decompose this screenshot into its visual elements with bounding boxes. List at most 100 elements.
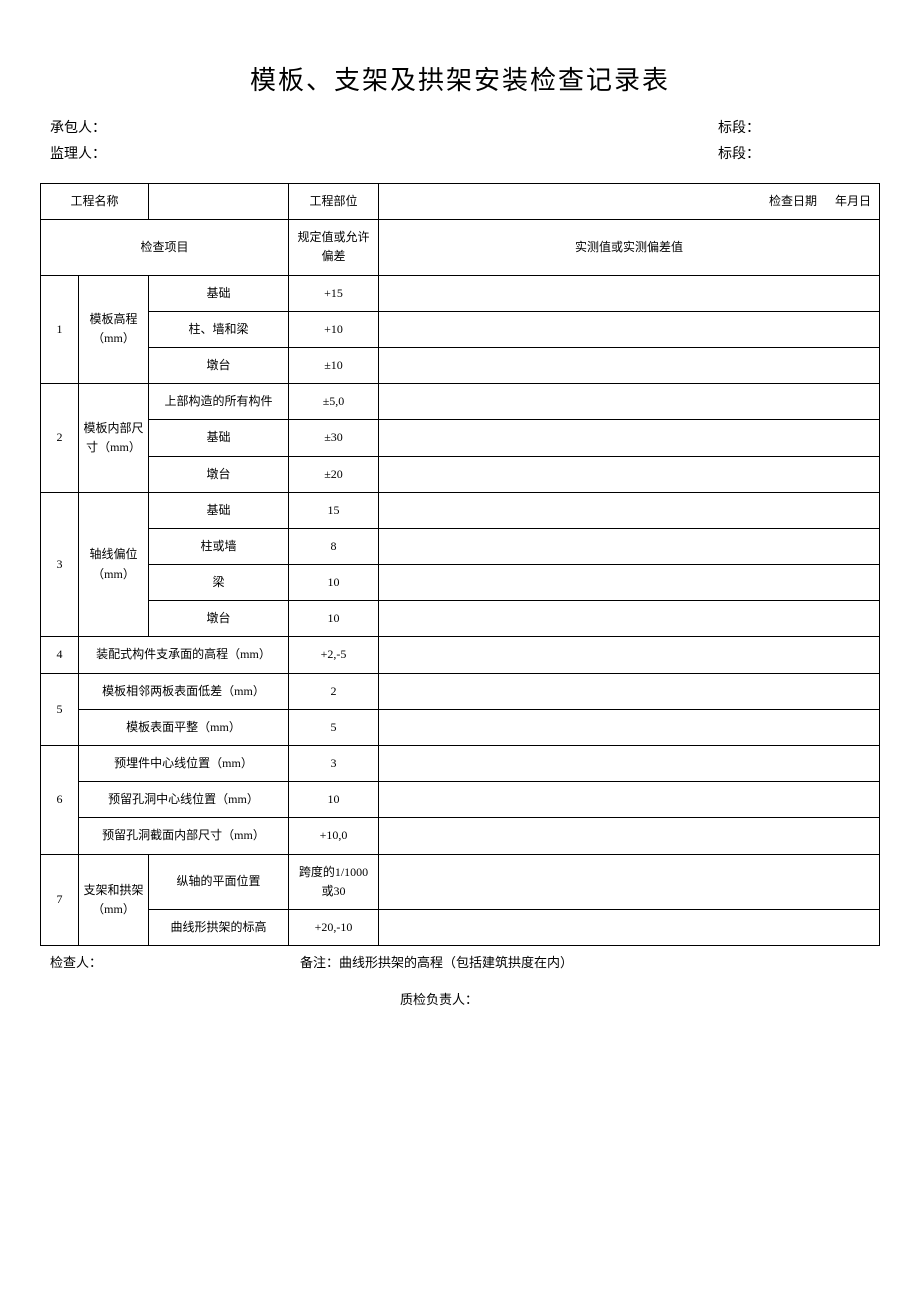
- spec-value: 15: [289, 492, 379, 528]
- sub-item: 柱、墙和梁: [149, 311, 289, 347]
- qc-label: 质检负责人：: [400, 992, 478, 1007]
- table-row: 模板表面平整（mm） 5: [41, 709, 880, 745]
- footer-row-1: 检查人： 备注：曲线形拱架的高程（包括建筑拱度在内）: [40, 952, 880, 971]
- check-date-cell: 检查日期 年月日: [379, 184, 880, 220]
- measured-value: [379, 746, 880, 782]
- group-index: 1: [41, 275, 79, 384]
- measured-value: [379, 347, 880, 383]
- group-index: 3: [41, 492, 79, 637]
- table-row: 检查项目 规定值或允许偏差 实测值或实测偏差值: [41, 220, 880, 275]
- header-block: 承包人： 标段： 监理人： 标段：: [40, 117, 880, 163]
- measured-value: [379, 565, 880, 601]
- spec-value: 2: [289, 673, 379, 709]
- supervisor-label: 监理人：: [40, 143, 106, 163]
- spec-value: +15: [289, 275, 379, 311]
- spec-value: 10: [289, 601, 379, 637]
- table-row: 4 装配式构件支承面的高程（mm） +2,-5: [41, 637, 880, 673]
- table-row: 墩台 10: [41, 601, 880, 637]
- measured-value: [379, 818, 880, 854]
- spec-value: ±5,0: [289, 384, 379, 420]
- spec-value: 3: [289, 746, 379, 782]
- sub-item: 基础: [149, 492, 289, 528]
- group-category-full: 装配式构件支承面的高程（mm）: [79, 637, 289, 673]
- sub-item: 墩台: [149, 601, 289, 637]
- table-row: 柱、墙和梁 +10: [41, 311, 880, 347]
- spec-value: +2,-5: [289, 637, 379, 673]
- measured-value: [379, 492, 880, 528]
- inspector-label: 检查人：: [40, 952, 300, 971]
- group-index: 4: [41, 637, 79, 673]
- measured-value: [379, 782, 880, 818]
- group-category: 模板高程（mm）: [79, 275, 149, 384]
- measured-value: [379, 909, 880, 945]
- check-date-value: 年月日: [835, 194, 871, 208]
- project-part-label: 工程部位: [289, 184, 379, 220]
- measured-value: [379, 528, 880, 564]
- spec-value: +20,-10: [289, 909, 379, 945]
- measured-header: 实测值或实测偏差值: [379, 220, 880, 275]
- sub-item: 纵轴的平面位置: [149, 854, 289, 909]
- section-label-1: 标段：: [718, 117, 880, 137]
- measured-value: [379, 275, 880, 311]
- table-row: 梁 10: [41, 565, 880, 601]
- spec-value: ±20: [289, 456, 379, 492]
- group-index: 5: [41, 673, 79, 745]
- table-row: 5 模板相邻两板表面低差（mm） 2: [41, 673, 880, 709]
- spec-value: +10: [289, 311, 379, 347]
- sub-item: 曲线形拱架的标高: [149, 909, 289, 945]
- measured-value: [379, 673, 880, 709]
- table-row: 墩台 ±10: [41, 347, 880, 383]
- sub-item: 墩台: [149, 347, 289, 383]
- spec-value: 10: [289, 565, 379, 601]
- spec-value: 10: [289, 782, 379, 818]
- measured-value: [379, 637, 880, 673]
- table-row: 1 模板高程（mm） 基础 +15: [41, 275, 880, 311]
- sub-item-full: 预留孔洞截面内部尺寸（mm）: [79, 818, 289, 854]
- table-row: 6 预埋件中心线位置（mm） 3: [41, 746, 880, 782]
- table-row: 2 模板内部尺寸（mm） 上部构造的所有构件 ±5,0: [41, 384, 880, 420]
- sub-item-full: 预埋件中心线位置（mm）: [79, 746, 289, 782]
- measured-value: [379, 384, 880, 420]
- group-index: 2: [41, 384, 79, 493]
- spec-value: ±10: [289, 347, 379, 383]
- sub-item-full: 模板相邻两板表面低差（mm）: [79, 673, 289, 709]
- table-row: 预留孔洞截面内部尺寸（mm） +10,0: [41, 818, 880, 854]
- sub-item: 柱或墙: [149, 528, 289, 564]
- sub-item: 上部构造的所有构件: [149, 384, 289, 420]
- header-line-1: 承包人： 标段：: [40, 117, 880, 137]
- spec-value: ±30: [289, 420, 379, 456]
- project-name-label: 工程名称: [41, 184, 149, 220]
- group-category: 轴线偏位（mm）: [79, 492, 149, 637]
- spec-value: 5: [289, 709, 379, 745]
- group-category: 支架和拱架（mm）: [79, 854, 149, 946]
- check-item-header: 检查项目: [41, 220, 289, 275]
- spec-value: 跨度的1/1000 或30: [289, 854, 379, 909]
- page-title: 模板、支架及拱架安装检查记录表: [40, 60, 880, 97]
- group-index: 6: [41, 746, 79, 855]
- table-row: 墩台 ±20: [41, 456, 880, 492]
- footer-row-2: 质检负责人：: [40, 989, 880, 1008]
- group-category: 模板内部尺寸（mm）: [79, 384, 149, 493]
- measured-value: [379, 854, 880, 909]
- inspection-table: 工程名称 工程部位 检查日期 年月日 检查项目 规定值或允许偏差 实测值或实测偏…: [40, 183, 880, 946]
- table-row: 7 支架和拱架（mm） 纵轴的平面位置 跨度的1/1000 或30: [41, 854, 880, 909]
- group-index: 7: [41, 854, 79, 946]
- measured-value: [379, 709, 880, 745]
- spec-value: 8: [289, 528, 379, 564]
- sub-item: 基础: [149, 420, 289, 456]
- measured-value: [379, 456, 880, 492]
- footer-note: 备注：曲线形拱架的高程（包括建筑拱度在内）: [300, 952, 880, 971]
- project-name-value: [149, 184, 289, 220]
- measured-value: [379, 601, 880, 637]
- sub-item: 墩台: [149, 456, 289, 492]
- section-label-2: 标段：: [718, 143, 880, 163]
- table-row: 3 轴线偏位（mm） 基础 15: [41, 492, 880, 528]
- measured-value: [379, 420, 880, 456]
- measured-value: [379, 311, 880, 347]
- spec-value: +10,0: [289, 818, 379, 854]
- table-row: 曲线形拱架的标高 +20,-10: [41, 909, 880, 945]
- spec-header: 规定值或允许偏差: [289, 220, 379, 275]
- table-row: 基础 ±30: [41, 420, 880, 456]
- table-row: 预留孔洞中心线位置（mm） 10: [41, 782, 880, 818]
- sub-item: 基础: [149, 275, 289, 311]
